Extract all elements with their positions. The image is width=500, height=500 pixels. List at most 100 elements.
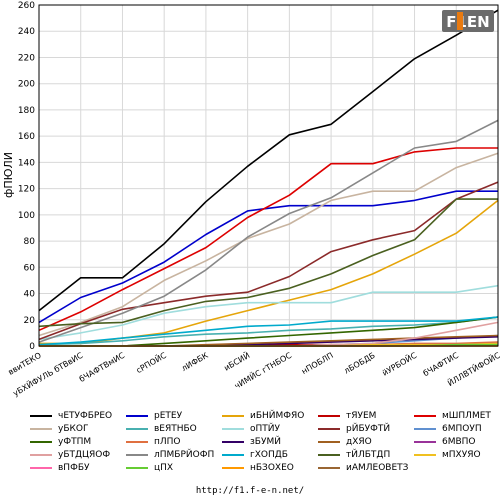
legend-swatch xyxy=(318,467,340,469)
legend-label: иБНЙМФЯО xyxy=(250,411,305,421)
legend-swatch xyxy=(30,428,52,430)
legend-item: тЙЛБТДП xyxy=(318,448,414,462)
y-tick-label: 160 xyxy=(18,132,35,142)
legend-item: пЛПО xyxy=(126,435,222,449)
legend-label: гХОПДБ xyxy=(250,450,288,460)
legend-item: 6МВПО xyxy=(414,435,500,449)
plot-frame xyxy=(38,4,499,347)
y-tick-label: 260 xyxy=(18,1,35,11)
y-tick-label: 80 xyxy=(24,237,36,247)
y-tick-label: 100 xyxy=(18,211,35,221)
legend-item: зБУМЙ xyxy=(222,435,318,449)
x-tick-label: сРПОЙС xyxy=(134,349,169,375)
legend-item: дХЯО xyxy=(318,435,414,449)
legend-item: мПХУЯО xyxy=(414,448,500,462)
legend-swatch xyxy=(126,441,148,443)
series-line-6 xyxy=(38,316,499,346)
legend-label: оПТЙУ xyxy=(250,424,280,434)
legend-item: иБНЙМФЯО xyxy=(222,409,318,423)
legend-label: уБТДЦЯОФ xyxy=(58,450,111,460)
legend-label: чЕТУФБРЕО xyxy=(58,411,113,421)
x-tick-label: ввиТЕКО xyxy=(7,351,43,377)
series-line-17 xyxy=(38,316,499,346)
legend-item: вПФБУ xyxy=(30,461,126,475)
y-axis-label: фПЮЛИ xyxy=(2,152,15,198)
chart-series xyxy=(38,9,499,347)
x-tick-label: бЧАФТИС xyxy=(422,351,461,379)
legend-swatch xyxy=(318,441,340,443)
legend-item: гХОПДБ xyxy=(222,448,318,462)
x-tick-label: лИФБК xyxy=(180,351,210,374)
legend-label: уФТПМ xyxy=(58,437,92,447)
x-tick-label: нПОБЛП xyxy=(300,351,335,376)
legend-label: 6МПОУП xyxy=(442,424,482,434)
legend-item: вЕЯТНБО xyxy=(126,422,222,436)
y-tick-label: 0 xyxy=(29,342,35,352)
chart-legend: чЕТУФБРЕО рЕТЕУ иБНЙМФЯО тЯУЕМ мШПЛМЕТ уБКОГ в… xyxy=(30,409,500,475)
legend-swatch xyxy=(30,454,52,456)
x-tick-label: уБХЙФУЛЬ бТВвИС xyxy=(11,349,85,398)
x-tick-label: йУРБОЙС xyxy=(380,349,419,378)
legend-item: тЯУЕМ xyxy=(318,409,414,423)
legend-label: иАМЛЕОВЕТЗ xyxy=(346,463,409,473)
legend-label: рЕТЕУ xyxy=(154,411,183,421)
y-tick-label: 20 xyxy=(24,316,36,326)
legend-item: уФТПМ xyxy=(30,435,126,449)
legend-label: вЕЯТНБО xyxy=(154,424,197,434)
y-tick-label: 180 xyxy=(18,106,35,116)
legend-item: оПТЙУ xyxy=(222,422,318,436)
legend-item: мШПЛМЕТ xyxy=(414,409,500,423)
logo-text: F1EN xyxy=(446,13,489,31)
series-line-16 xyxy=(38,119,499,343)
legend-swatch xyxy=(126,415,148,417)
x-tick-label: бЧАФТВмИС xyxy=(78,351,127,384)
series-line-5 xyxy=(38,152,499,337)
legend-item: рЕТЕУ xyxy=(126,409,222,423)
legend-label: уБКОГ xyxy=(58,424,89,434)
legend-item: чЕТУФБРЕО xyxy=(30,409,126,423)
y-tick-label: 40 xyxy=(24,290,36,300)
series-line-0 xyxy=(38,9,499,312)
legend-item: уБКОГ xyxy=(30,422,126,436)
legend-item: уБТДЦЯОФ xyxy=(30,448,126,462)
legend-swatch xyxy=(222,428,244,430)
x-tick-label: иБСИЙ xyxy=(221,349,251,373)
line-chart: 0 20 40 60 80 100 120 140 160 180 200 220 240 260 вви… xyxy=(2,1,500,398)
legend-swatch xyxy=(222,467,244,469)
y-tick-label: 200 xyxy=(18,80,35,90)
footer-url[interactable]: http://f1.f-e-n.net/ xyxy=(195,486,305,496)
chart-grid xyxy=(38,4,499,347)
legend-item: нБЗОХЕО xyxy=(222,461,318,475)
series-line-18 xyxy=(38,198,498,328)
legend-item: рЙБУФТЙ xyxy=(318,422,414,436)
legend-swatch xyxy=(126,428,148,430)
legend-label: зБУМЙ xyxy=(250,437,281,447)
series-line-1 xyxy=(38,190,498,324)
f1en-logo: F1EN xyxy=(440,6,496,36)
legend-swatch xyxy=(318,428,340,430)
x-tick-label: лБОБДБ xyxy=(343,351,377,376)
legend-swatch xyxy=(414,415,436,417)
legend-label: тЙЛБТДП xyxy=(346,450,391,460)
legend-label: пЛПО xyxy=(154,437,181,447)
legend-swatch xyxy=(414,454,436,456)
legend-item: иАМЛЕОВЕТЗ xyxy=(318,461,414,475)
legend-label: цПХ xyxy=(154,463,174,473)
legend-swatch xyxy=(30,441,52,443)
legend-swatch xyxy=(414,428,436,430)
legend-label: мПХУЯО xyxy=(442,450,481,460)
series-line-8 xyxy=(38,181,499,341)
legend-swatch xyxy=(30,415,52,417)
legend-label: тЯУЕМ xyxy=(346,411,377,421)
legend-item: 6МПОУП xyxy=(414,422,500,436)
legend-swatch xyxy=(126,454,148,456)
legend-label: лПМБРЙОФП xyxy=(154,450,215,460)
y-tick-label: 60 xyxy=(24,263,36,273)
legend-label: 6МВПО xyxy=(442,437,476,447)
legend-swatch xyxy=(318,454,340,456)
legend-swatch xyxy=(222,441,244,443)
legend-label: дХЯО xyxy=(346,437,372,447)
legend-swatch xyxy=(414,441,436,443)
legend-label: вПФБУ xyxy=(58,463,90,473)
